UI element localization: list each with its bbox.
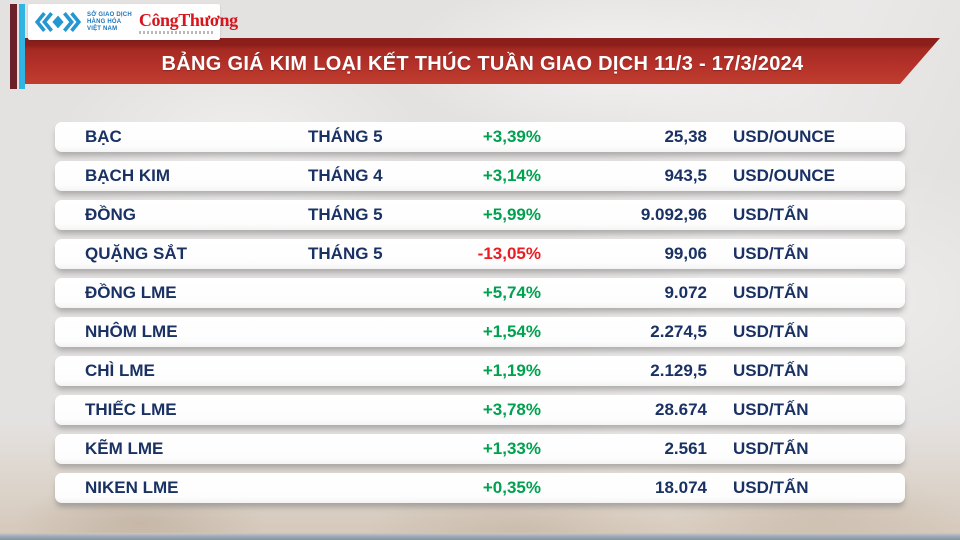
mxv-logo-text: SỞ GIAO DỊCH HÀNG HÓA VIỆT NAM [87, 12, 132, 33]
price-unit: USD/TẤN [733, 439, 809, 458]
contract-month: THÁNG 5 [308, 205, 383, 224]
table-row: QUẶNG SẮT THÁNG 5 -13,05% 99,06 USD/TẤN [55, 239, 905, 269]
change-percent: +3,39% [482, 127, 541, 146]
commodity-name: QUẶNG SẮT [85, 244, 187, 263]
price-unit: USD/TẤN [733, 322, 809, 341]
mxv-logo-line: VIỆT NAM [87, 25, 118, 32]
table-row: NHÔM LME +1,54% 2.274,5 USD/TẤN [55, 317, 905, 347]
logo-box: SỞ GIAO DỊCH HÀNG HÓA VIỆT NAM CôngThươn… [28, 4, 238, 40]
table-row: THIẾC LME +3,78% 28.674 USD/TẤN [55, 395, 905, 425]
price-value: 28.674 [655, 400, 707, 419]
change-percent: -13,05% [477, 244, 541, 263]
change-percent: +1,33% [482, 439, 541, 458]
price-value: 2.129,5 [650, 361, 707, 380]
table-row: CHÌ LME +1,19% 2.129,5 USD/TẤN [55, 356, 905, 386]
accent-stripe-maroon [10, 4, 17, 89]
commodity-name: THIẾC LME [85, 400, 177, 419]
change-percent: +3,78% [482, 400, 541, 419]
congthuong-logo: CôngThương [138, 9, 238, 34]
commodity-name: ĐỒNG LME [85, 283, 177, 302]
price-value: 18.074 [655, 478, 707, 497]
table-row: BẠC THÁNG 5 +3,39% 25,38 USD/OUNCE [55, 122, 905, 152]
price-unit: USD/TẤN [733, 205, 809, 224]
commodity-name: NHÔM LME [85, 322, 178, 341]
price-table: BẠC THÁNG 5 +3,39% 25,38 USD/OUNCE BẠCH … [55, 122, 905, 512]
contract-month: THÁNG 5 [308, 127, 383, 146]
table-row: ĐỒNG LME +5,74% 9.072 USD/TẤN [55, 278, 905, 308]
congthuong-logo-text: CôngThương [138, 9, 238, 30]
commodity-name: ĐỒNG [85, 205, 136, 224]
mxv-logo-line: HÀNG HÓA [87, 18, 122, 25]
price-value: 2.274,5 [650, 322, 707, 341]
title-banner: BẢNG GIÁ KIM LOẠI KẾT THÚC TUẦN GIAO DỊC… [25, 38, 940, 84]
table-row: NIKEN LME +0,35% 18.074 USD/TẤN [55, 473, 905, 503]
mxv-logo-icon [34, 12, 82, 32]
table-row: ĐỒNG THÁNG 5 +5,99% 9.092,96 USD/TẤN [55, 200, 905, 230]
price-value: 25,38 [664, 127, 707, 146]
accent-stripe-cyan [19, 4, 25, 89]
congthuong-logo-subline [138, 30, 213, 34]
change-percent: +5,74% [482, 283, 541, 302]
table-row: BẠCH KIM THÁNG 4 +3,14% 943,5 USD/OUNCE [55, 161, 905, 191]
price-unit: USD/OUNCE [733, 127, 836, 146]
price-unit: USD/TẤN [733, 361, 809, 380]
commodity-name: NIKEN LME [85, 478, 179, 497]
price-unit: USD/TẤN [733, 478, 809, 497]
change-percent: +1,19% [482, 361, 541, 380]
price-value: 99,06 [664, 244, 707, 263]
contract-month: THÁNG 4 [308, 166, 383, 185]
price-value: 9.072 [664, 283, 707, 302]
price-unit: USD/TẤN [733, 400, 809, 419]
commodity-name: BẠC [85, 127, 122, 146]
page-title: BẢNG GIÁ KIM LOẠI KẾT THÚC TUẦN GIAO DỊC… [161, 53, 804, 75]
price-unit: USD/OUNCE [733, 166, 836, 185]
price-unit: USD/TẤN [733, 283, 809, 302]
bottom-border [0, 533, 960, 540]
commodity-name: KẼM LME [85, 439, 164, 458]
mxv-logo-line: SỞ GIAO DỊCH [87, 11, 132, 18]
change-percent: +1,54% [482, 322, 541, 341]
price-unit: USD/TẤN [733, 244, 809, 263]
price-value: 943,5 [664, 166, 707, 185]
commodity-name: BẠCH KIM [85, 166, 170, 185]
contract-month: THÁNG 5 [308, 244, 383, 263]
price-value: 9.092,96 [640, 205, 707, 224]
table-row: KẼM LME +1,33% 2.561 USD/TẤN [55, 434, 905, 464]
change-percent: +3,14% [482, 166, 541, 185]
price-value: 2.561 [664, 439, 707, 458]
change-percent: +5,99% [482, 205, 541, 224]
commodity-name: CHÌ LME [85, 361, 155, 380]
change-percent: +0,35% [482, 478, 541, 497]
